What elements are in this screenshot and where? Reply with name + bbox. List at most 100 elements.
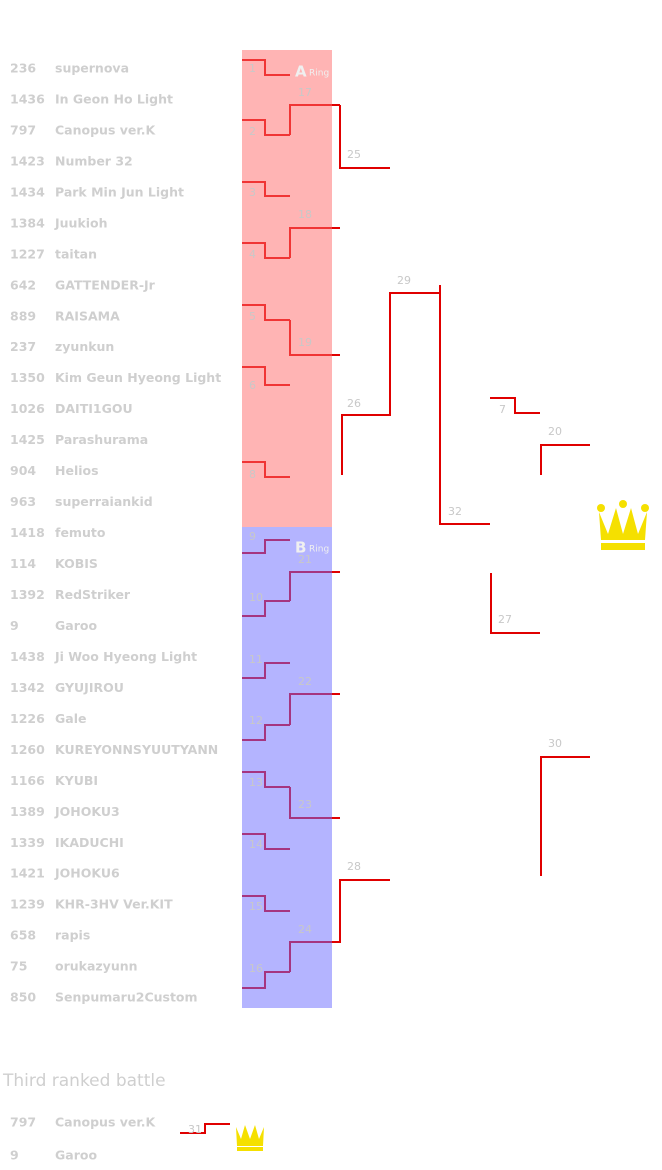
- match-number: 18: [298, 208, 312, 221]
- entrant-id: 1342: [10, 680, 45, 695]
- match-number: 9: [249, 530, 256, 543]
- entrant-id: 1166: [10, 773, 45, 788]
- entrant-name: KYUBI: [55, 773, 98, 788]
- match-number: 6: [249, 379, 256, 392]
- match-number: 1: [249, 62, 256, 75]
- entrant-name: JOHOKU3: [54, 804, 120, 819]
- match-number: 14: [249, 838, 263, 851]
- match-number: 11: [249, 653, 263, 666]
- entrant-id: 889: [10, 308, 36, 323]
- entrant-id: 237: [10, 339, 36, 354]
- entrant-name: DAITI1GOU: [55, 401, 133, 416]
- entrant-name: superraiankid: [55, 494, 153, 509]
- match-number: 17: [298, 86, 312, 99]
- entrant-name: Number 32: [55, 153, 133, 168]
- ring-a-area: [242, 50, 332, 527]
- match-number: 3: [249, 186, 256, 199]
- entrant-name: Park Min Jun Light: [55, 184, 184, 199]
- match-number: 12: [249, 714, 263, 727]
- entrant-id: 9: [10, 618, 19, 633]
- match-number: 13: [249, 776, 263, 789]
- entrant-id: 904: [10, 463, 36, 478]
- entrant-id: 1418: [10, 525, 45, 540]
- match-number: 7: [499, 403, 506, 416]
- entrant-id: 1026: [10, 401, 45, 416]
- entrant-id: 1339: [10, 835, 45, 850]
- match-number: 26: [347, 397, 361, 410]
- entrant-id: 1389: [10, 804, 45, 819]
- ring-label: Ring: [309, 545, 329, 555]
- entrant-id: 1438: [10, 649, 45, 664]
- match-number: 23: [298, 798, 312, 811]
- match-number: 19: [298, 336, 312, 349]
- entrant-name: JOHOKU6: [54, 866, 120, 881]
- entrant-id: 1434: [10, 184, 45, 199]
- match-number: 20: [548, 425, 562, 438]
- match-number: 8: [249, 468, 256, 481]
- match-number: 30: [548, 737, 562, 750]
- entrant-id: 658: [10, 928, 36, 943]
- entrant-id: 1260: [10, 742, 45, 757]
- match-number: 27: [498, 613, 512, 626]
- match-number: 29: [397, 274, 411, 287]
- entrant-name: RedStriker: [55, 587, 131, 602]
- entrant-name: KHR-3HV Ver.KIT: [55, 897, 173, 912]
- entrant-name: In Geon Ho Light: [55, 91, 173, 106]
- entrant-name: femuto: [55, 525, 106, 540]
- entrant-name: IKADUCHI: [55, 835, 124, 850]
- entrant-id: 114: [10, 556, 36, 571]
- entrant-id: 1421: [10, 866, 45, 881]
- entrant-name: Helios: [55, 463, 99, 478]
- entrant-id: 797: [10, 122, 36, 137]
- match-number: 24: [298, 923, 312, 936]
- entrant-id: 75: [10, 959, 27, 974]
- match-number: 5: [249, 310, 256, 323]
- entrant-id: 1227: [10, 246, 45, 261]
- entrant-id: 963: [10, 494, 36, 509]
- entrant-name: GYUJIROU: [55, 680, 124, 695]
- entrant-id: 236: [10, 61, 36, 76]
- entrant-name: Garoo: [55, 1148, 97, 1163]
- match-number: 10: [249, 591, 263, 604]
- entrant-name: zyunkun: [55, 339, 114, 354]
- entrant-name: Gale: [55, 711, 86, 726]
- ring-letter: A: [295, 63, 307, 81]
- entrant-id: 642: [10, 277, 36, 292]
- bracket-lines: [180, 59, 590, 1134]
- entrant-id: 797: [10, 1115, 36, 1130]
- match-number: 4: [249, 248, 256, 261]
- entrant-id: 1392: [10, 587, 45, 602]
- entrant-id: 1384: [10, 215, 45, 230]
- entrant-name: Juukioh: [54, 215, 108, 230]
- entrant-name: Garoo: [55, 618, 97, 633]
- match-number: 32: [448, 505, 462, 518]
- entrant-name: RAISAMA: [55, 308, 120, 323]
- ring-letter: B: [295, 539, 306, 557]
- entrant-name: Kim Geun Hyeong Light: [55, 370, 221, 385]
- ring-label: Ring: [309, 69, 329, 79]
- entrant-name: Senpumaru2Custom: [55, 990, 198, 1005]
- third-place-title: Third ranked battle: [2, 1071, 166, 1091]
- entrant-id: 1350: [10, 370, 45, 385]
- match-number: 21: [298, 553, 312, 566]
- entrant-name: GATTENDER-Jr: [55, 277, 156, 292]
- entrant-name: Ji Woo Hyeong Light: [54, 649, 197, 664]
- entrant-id: 1226: [10, 711, 45, 726]
- entrant-name: rapis: [55, 928, 90, 943]
- entrant-name: Canopus ver.K: [55, 122, 156, 137]
- entrant-name: Parashurama: [55, 432, 148, 447]
- ring-b-area: [242, 527, 332, 1008]
- entrant-id: 1425: [10, 432, 45, 447]
- entrant-id: 1423: [10, 153, 45, 168]
- match-number: 2: [249, 125, 256, 138]
- match-number: 22: [298, 675, 312, 688]
- entrant-name: supernova: [55, 61, 129, 76]
- champion-crown: [597, 500, 649, 550]
- entrant-name: Canopus ver.K: [55, 1115, 156, 1130]
- entrant-id: 1239: [10, 897, 45, 912]
- match-number: 31: [188, 1123, 202, 1136]
- entrant-name: KUREYONNSYUUTYANN: [55, 742, 218, 757]
- match-number: 15: [249, 900, 263, 913]
